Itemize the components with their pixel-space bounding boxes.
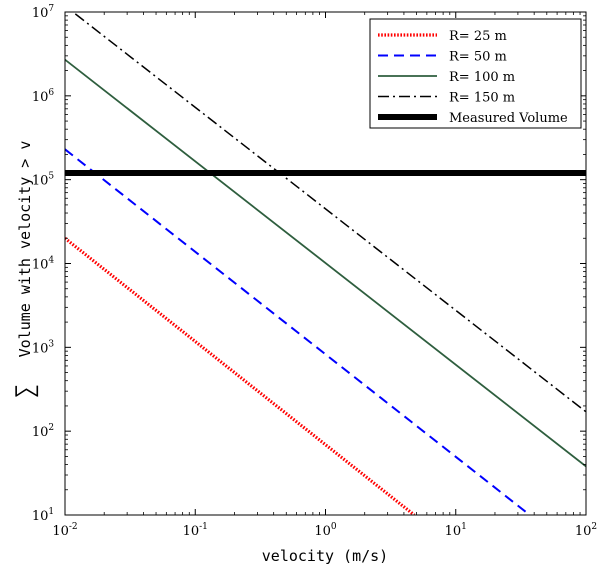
y-tick-label: 106 — [32, 88, 55, 105]
y-tick-label: 105 — [32, 172, 55, 189]
x-tick-label: 10-2 — [52, 522, 77, 539]
series-line-3 — [65, 58, 586, 468]
y-tick-label: 104 — [32, 256, 55, 273]
legend-box — [369, 18, 582, 129]
y-axis-sum-symbol: ∑ — [11, 384, 39, 398]
y-axis-label: Volume with velocity > v — [16, 141, 34, 358]
series-line-2 — [65, 148, 531, 515]
legend: R= 25 m R= 50 m R= 100 m R= 150 m Measured V… — [369, 18, 582, 129]
series-line-4 — [74, 13, 586, 413]
x-tick-label: 10-1 — [183, 522, 208, 539]
legend-label: R= 150 m — [449, 91, 515, 106]
legend-label: R= 100 m — [449, 70, 515, 85]
y-tick-label: 102 — [32, 423, 54, 440]
x-axis-label: velocity (m/s) — [262, 547, 388, 565]
x-tick-label: 100 — [314, 522, 337, 539]
x-tick-label: 101 — [445, 522, 467, 539]
legend-label: Measured Volume — [449, 111, 568, 126]
y-tick-label: 107 — [32, 4, 55, 21]
series-line-1 — [65, 237, 416, 515]
legend-label: R= 50 m — [449, 50, 507, 65]
y-tick-label: 101 — [32, 507, 54, 524]
x-tick-label: 102 — [575, 522, 597, 539]
legend-label: R= 25 m — [449, 29, 507, 44]
y-tick-label: 103 — [32, 339, 55, 356]
